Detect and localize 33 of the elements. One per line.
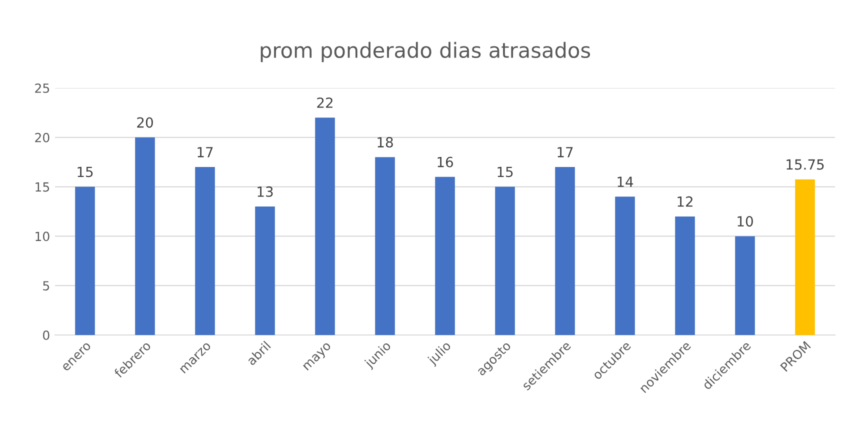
bar — [735, 236, 755, 335]
data-label: 15.75 — [786, 159, 824, 170]
data-label: 17 — [558, 147, 573, 158]
bar — [495, 186, 515, 335]
data-label: 13 — [258, 186, 273, 197]
bar — [375, 157, 395, 335]
bar — [255, 206, 275, 335]
y-tick-label: 5 — [43, 281, 50, 291]
bar — [615, 196, 635, 335]
bar — [135, 137, 155, 335]
data-label: 17 — [198, 147, 213, 158]
bar — [315, 118, 335, 335]
y-tick-label: 0 — [43, 330, 50, 340]
data-label: 16 — [438, 156, 453, 168]
bar — [435, 176, 455, 335]
bar — [795, 179, 815, 335]
data-label: 22 — [317, 98, 332, 108]
data-label: 18 — [378, 137, 393, 148]
y-tick-label: 10 — [36, 232, 50, 242]
bar — [195, 167, 215, 335]
data-label: 14 — [618, 176, 634, 187]
data-label: 10 — [738, 216, 753, 227]
y-tick-label: 25 — [35, 83, 50, 93]
data-label: 15 — [498, 166, 513, 178]
data-label: 20 — [137, 117, 153, 128]
bar — [675, 216, 695, 335]
data-label: 12 — [678, 196, 692, 207]
bar — [555, 167, 575, 335]
chart-title: prom ponderado dias atrasados — [260, 42, 590, 62]
y-tick-label: 15 — [36, 182, 50, 192]
data-label: 15 — [78, 166, 93, 178]
y-tick-label: 20 — [35, 132, 50, 142]
bar — [75, 186, 95, 335]
